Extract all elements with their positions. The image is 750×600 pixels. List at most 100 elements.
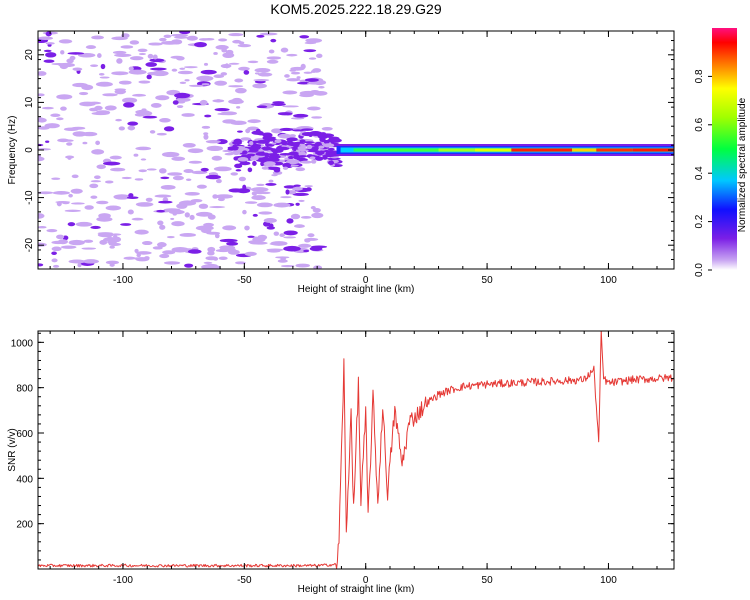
spectral-noise-blob bbox=[291, 186, 303, 191]
spectral-noise-blob bbox=[38, 156, 45, 162]
spectral-transition-blob bbox=[306, 144, 313, 150]
spectral-noise-blob bbox=[190, 198, 203, 203]
signal-band-core-segment bbox=[596, 148, 633, 152]
spectral-transition-blob bbox=[252, 160, 257, 166]
spectral-transition-blob bbox=[297, 155, 309, 158]
spectral-noise-blob bbox=[149, 130, 156, 134]
spectral-noise-blob bbox=[215, 248, 232, 253]
spectral-transition-blob bbox=[318, 145, 325, 149]
spectral-noise-blob bbox=[299, 35, 310, 39]
spectral-noise-blob bbox=[179, 67, 186, 70]
spectral-noise-blob bbox=[272, 101, 285, 104]
y-tick-label: 800 bbox=[16, 384, 33, 395]
spectral-noise-blob bbox=[60, 106, 67, 111]
spectral-noise-blob bbox=[187, 249, 202, 254]
spectral-noise-blob bbox=[90, 180, 102, 183]
spectral-noise-blob bbox=[212, 194, 218, 199]
spectral-noise-blob bbox=[131, 217, 144, 221]
spectral-noise-blob bbox=[191, 170, 208, 175]
spectral-noise-blob bbox=[52, 264, 60, 268]
x-tick-label: -100 bbox=[113, 575, 133, 586]
spectral-noise-blob bbox=[170, 33, 189, 37]
y-tick-label: 1000 bbox=[11, 338, 34, 349]
spectral-noise-blob bbox=[158, 200, 173, 204]
spectral-noise-blob bbox=[216, 179, 222, 184]
spectral-noise-blob bbox=[156, 242, 167, 248]
spectral-transition-blob bbox=[322, 143, 335, 148]
spectral-noise-blob bbox=[127, 125, 136, 131]
spectral-noise-blob bbox=[45, 52, 57, 58]
spectral-noise-blob bbox=[286, 78, 301, 82]
y-tick-label: 400 bbox=[16, 474, 33, 485]
spectral-noise-blob bbox=[110, 167, 126, 172]
spectral-noise-blob bbox=[198, 203, 209, 209]
spectral-noise-blob bbox=[171, 221, 185, 227]
spectral-noise-blob bbox=[293, 224, 305, 228]
spectral-transition-blob bbox=[233, 138, 242, 144]
x-tick-label: 0 bbox=[363, 575, 369, 586]
spectral-noise-blob bbox=[146, 168, 157, 171]
spectral-noise-blob bbox=[149, 58, 165, 63]
spectral-noise-blob bbox=[46, 229, 58, 233]
spectral-noise-blob bbox=[72, 131, 87, 137]
spectral-noise-blob bbox=[304, 78, 319, 82]
spectral-noise-blob bbox=[247, 119, 261, 124]
spectral-noise-blob bbox=[60, 245, 77, 249]
spectral-noise-blob bbox=[181, 113, 195, 117]
spectral-noise-blob bbox=[167, 172, 183, 176]
spectral-transition-blob bbox=[238, 157, 248, 161]
spectrogram-x-ticks: -100 -50 0 50 100 bbox=[49, 31, 658, 286]
spectral-noise-blob bbox=[201, 83, 210, 86]
spectral-noise-blob bbox=[234, 78, 244, 83]
colorbar: 0.0 0.2 0.4 0.6 0.8 Normalized spectral ampl… bbox=[694, 28, 748, 277]
spectral-transition-blob bbox=[327, 147, 335, 151]
spectral-noise-blob bbox=[218, 256, 228, 261]
signal-band-core-segment bbox=[438, 148, 475, 152]
spectral-noise-blob bbox=[184, 191, 200, 196]
spectral-noise-blob bbox=[300, 215, 312, 219]
spectral-transition-blob bbox=[282, 162, 292, 168]
spectral-noise-blob bbox=[207, 250, 215, 256]
spectral-noise-blob bbox=[105, 180, 114, 184]
spectral-noise-blob bbox=[152, 54, 158, 60]
x-tick-label: 50 bbox=[482, 575, 494, 586]
spectral-noise-blob bbox=[38, 36, 54, 40]
spectral-noise-blob bbox=[123, 102, 135, 108]
spectral-noise-blob bbox=[99, 239, 108, 245]
spectral-noise-blob bbox=[215, 45, 229, 50]
spectral-noise-blob bbox=[114, 88, 127, 91]
spectral-noise-blob bbox=[138, 110, 153, 116]
spectral-noise-blob bbox=[282, 105, 299, 108]
spectral-noise-blob bbox=[171, 156, 186, 161]
spectral-noise-blob bbox=[67, 222, 76, 227]
spectral-noise-blob bbox=[176, 105, 184, 108]
spectral-noise-blob bbox=[121, 33, 130, 39]
spectral-noise-blob bbox=[280, 47, 289, 53]
spectral-noise-blob bbox=[206, 266, 215, 269]
spectral-noise-blob bbox=[44, 123, 60, 129]
spectral-noise-blob bbox=[78, 91, 89, 96]
spectrogram-noise-cells bbox=[38, 31, 343, 269]
spectral-noise-blob bbox=[251, 195, 266, 201]
spectral-transition-blob bbox=[286, 137, 298, 142]
spectral-noise-blob bbox=[209, 206, 226, 209]
spectral-transition-blob bbox=[298, 151, 307, 157]
spectral-noise-blob bbox=[144, 256, 150, 260]
spectral-transition-blob bbox=[242, 150, 248, 155]
spectral-noise-blob bbox=[82, 259, 100, 264]
spectral-transition-blob bbox=[323, 140, 330, 144]
spectral-noise-blob bbox=[163, 126, 175, 132]
spectral-noise-blob bbox=[295, 202, 300, 206]
spectral-transition-blob bbox=[247, 126, 259, 131]
spectral-noise-blob bbox=[113, 194, 131, 200]
colorbar-tick-label: 0.2 bbox=[694, 214, 705, 228]
spectral-noise-blob bbox=[127, 121, 139, 126]
spectral-noise-blob bbox=[270, 241, 288, 246]
spectral-noise-blob bbox=[200, 69, 217, 75]
spectral-noise-blob bbox=[159, 253, 170, 259]
spectral-noise-blob bbox=[118, 80, 132, 85]
spectral-noise-blob bbox=[83, 239, 94, 243]
spectral-transition-blob bbox=[249, 156, 259, 161]
spectral-noise-blob bbox=[66, 142, 73, 146]
